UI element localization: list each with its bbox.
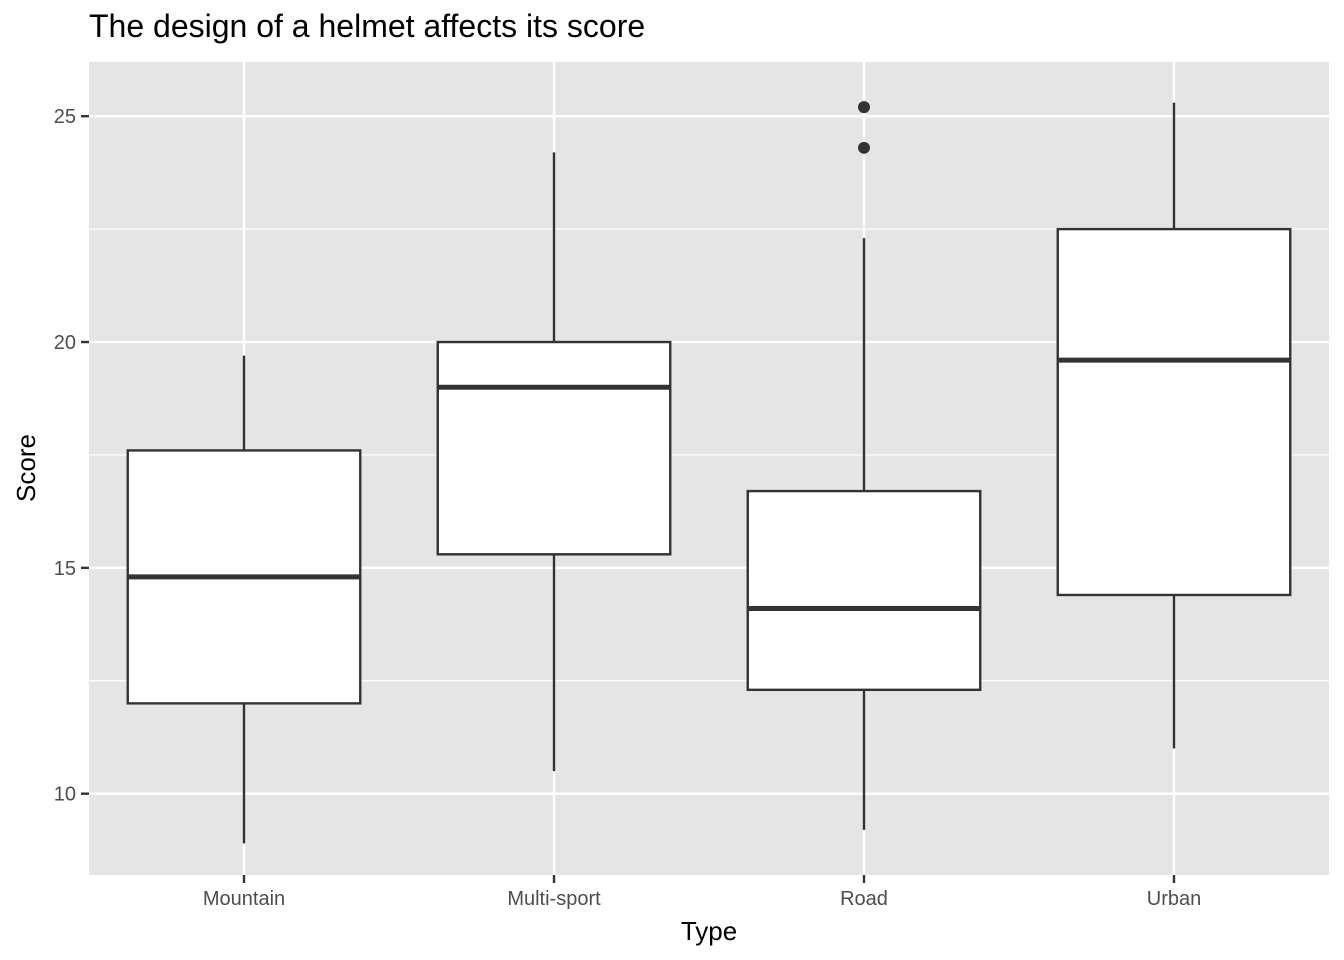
y-axis-title: Score xyxy=(11,434,41,502)
x-tick-label: Road xyxy=(840,888,888,910)
outlier-point xyxy=(858,141,870,154)
iqr-box xyxy=(1056,227,1292,597)
box-multi-sport xyxy=(436,152,672,772)
x-tick-label: Multi-sport xyxy=(507,888,601,910)
box-road xyxy=(746,101,982,830)
x-tick-label: Mountain xyxy=(203,888,285,910)
box-mountain xyxy=(126,355,362,844)
y-tick-label: 25 xyxy=(54,106,76,128)
y-tick-label: 15 xyxy=(54,558,76,580)
y-axis: 10 15 20 25 xyxy=(54,106,89,806)
chart-title: The design of a helmet affects its score xyxy=(89,8,646,44)
iqr-box xyxy=(746,489,982,692)
y-tick-label: 20 xyxy=(54,332,76,354)
boxes xyxy=(126,101,1292,844)
box-urban xyxy=(1056,102,1292,749)
x-axis-title: Type xyxy=(681,916,737,946)
iqr-box xyxy=(436,340,672,556)
x-tick-label: Urban xyxy=(1147,888,1201,910)
outlier-point xyxy=(858,101,870,114)
y-tick-label: 10 xyxy=(54,784,76,806)
x-axis: Mountain Multi-sport Road Urban xyxy=(203,875,1201,910)
